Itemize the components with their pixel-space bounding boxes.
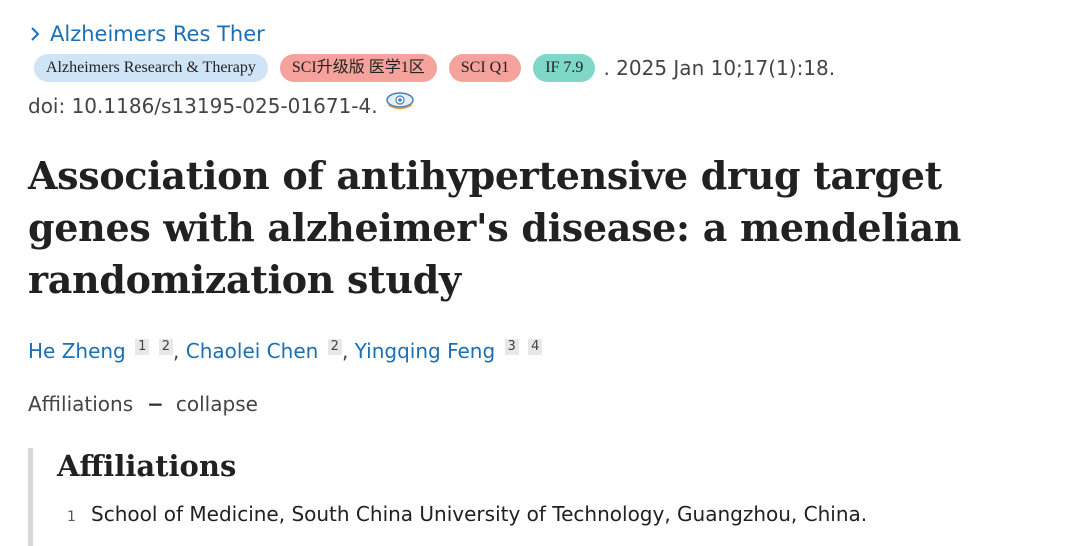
doi-row: doi: 10.1186/s13195-025-01671-4. (28, 92, 416, 120)
article-title: Association of antihypertensive drug tar… (28, 153, 962, 302)
author-link[interactable]: He Zheng (28, 339, 126, 363)
affiliation-text: School of Medicine, South China Universi… (91, 502, 868, 526)
affiliations-toggle-label: Affiliations (28, 392, 134, 416)
affiliation-ref[interactable]: 2 (158, 339, 174, 355)
affiliation-item: 1 School of Medicine, South China Univers… (67, 498, 1068, 533)
author-link[interactable]: Chaolei Chen (185, 339, 319, 363)
sci-q1-badge[interactable]: SCI Q1 (448, 54, 522, 82)
affiliations-heading: Affiliations (57, 449, 237, 483)
affiliations-list: 1 School of Medicine, South China Univers… (57, 498, 1068, 533)
affiliation-ref[interactable]: 4 (528, 339, 543, 355)
journal-link[interactable]: Alzheimers Res Ther (28, 20, 265, 48)
affiliation-ref[interactable]: 1 (135, 339, 150, 355)
journal-link-label: Alzheimers Res Ther (50, 22, 265, 46)
affiliation-ref[interactable]: 3 (504, 339, 519, 355)
sci-upgrade-badge[interactable]: SCI升级版 医学1区 (279, 54, 437, 82)
badges-row: Alzheimers Research & Therapy SCI升级版 医学1… (34, 54, 835, 82)
collapse-dash-icon: − (147, 392, 164, 416)
eye-icon[interactable] (384, 87, 416, 113)
affiliations-panel: Affiliations 1 School of Medicine, South … (28, 448, 1068, 546)
author-link[interactable]: Yingqing Feng (354, 339, 496, 363)
chevron-right-icon (31, 27, 40, 41)
author-separator: , (173, 339, 186, 363)
collapse-button[interactable]: collapse (175, 392, 258, 416)
publication-info: . 2025 Jan 10;17(1):18. (603, 56, 836, 80)
doi-text: doi: 10.1186/s13195-025-01671-4. (28, 94, 378, 118)
authors-list: He Zheng 1 2, Chaolei Chen 2, Yingqing F… (28, 336, 543, 366)
affiliation-ref[interactable]: 2 (327, 339, 342, 355)
author-separator: , (341, 339, 355, 363)
affiliations-toggle[interactable]: Affiliations − collapse (28, 390, 258, 418)
affiliation-number: 1 (67, 509, 76, 525)
journal-badge[interactable]: Alzheimers Research & Therapy (34, 54, 268, 82)
impact-factor-badge[interactable]: IF 7.9 (533, 54, 596, 82)
